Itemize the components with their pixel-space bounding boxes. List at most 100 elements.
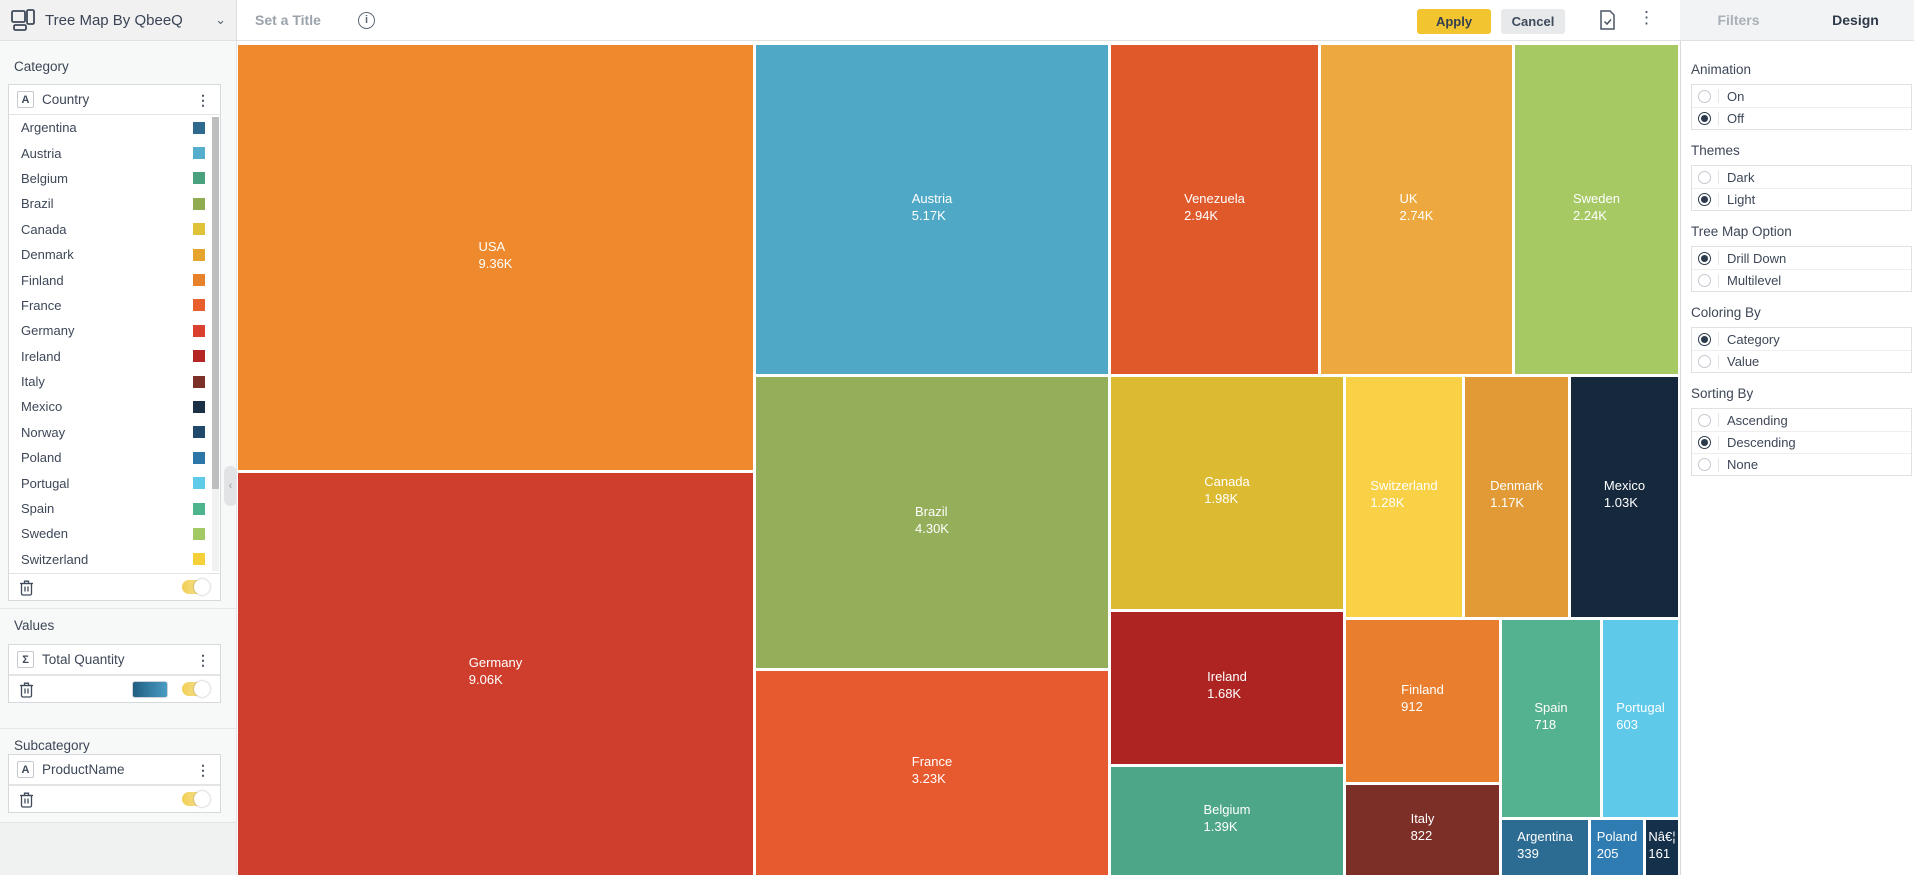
color-swatch[interactable] [193, 324, 205, 337]
cancel-button[interactable]: Cancel [1501, 9, 1565, 34]
radio-option-light[interactable]: Light [1692, 188, 1911, 210]
list-item[interactable]: Canada [9, 217, 220, 242]
list-item[interactable]: Sweden [9, 521, 220, 546]
radio-unselected-icon[interactable] [1698, 274, 1711, 287]
color-swatch[interactable] [193, 147, 205, 160]
value-gradient-swatch[interactable] [132, 680, 168, 698]
category-toggle[interactable] [182, 579, 210, 595]
list-item[interactable]: Argentina [9, 115, 220, 140]
list-item[interactable]: Italy [9, 369, 220, 394]
values-menu-icon[interactable]: ⋮ [196, 651, 210, 668]
treemap-tile[interactable]: Ireland 1.68K [1111, 612, 1343, 764]
treemap-tile[interactable]: France 3.23K [756, 671, 1108, 875]
treemap-tile[interactable]: UK 2.74K [1321, 45, 1512, 374]
chevron-down-icon[interactable]: ⌄ [215, 12, 226, 27]
radio-option-none[interactable]: None [1692, 453, 1911, 475]
radio-selected-icon[interactable] [1698, 112, 1711, 125]
tab-design[interactable]: Design [1832, 12, 1879, 28]
color-swatch[interactable] [193, 451, 205, 464]
color-swatch[interactable] [193, 375, 205, 388]
color-swatch[interactable] [193, 121, 205, 134]
subcategory-menu-icon[interactable]: ⋮ [196, 761, 210, 778]
color-swatch[interactable] [193, 400, 205, 413]
treemap-tile[interactable]: Venezuela 2.94K [1111, 45, 1318, 374]
list-scrollbar[interactable] [212, 117, 219, 571]
values-toggle[interactable] [182, 681, 210, 697]
treemap-tile[interactable]: Germany 9.06K [238, 473, 753, 875]
apply-button[interactable]: Apply [1417, 9, 1491, 34]
more-options-icon[interactable]: ⋮ [1638, 8, 1655, 27]
treemap-tile[interactable]: Finland 912 [1346, 620, 1499, 782]
treemap-tile[interactable]: Argentina 339 [1502, 820, 1588, 875]
color-swatch[interactable] [193, 502, 205, 515]
list-scrollbar-thumb[interactable] [212, 117, 219, 490]
radio-option-value[interactable]: Value [1692, 350, 1911, 372]
color-swatch[interactable] [193, 223, 205, 236]
list-item[interactable]: Finland [9, 267, 220, 292]
list-item[interactable]: Ireland [9, 344, 220, 369]
treemap-tile[interactable]: USA 9.36K [238, 45, 753, 470]
list-item[interactable]: Spain [9, 496, 220, 521]
collapse-left-panel-handle[interactable]: ‹ [224, 466, 237, 506]
delete-values-icon[interactable] [19, 681, 34, 698]
list-item[interactable]: Norway [9, 420, 220, 445]
radio-selected-icon[interactable] [1698, 436, 1711, 449]
radio-option-descending[interactable]: Descending [1692, 431, 1911, 453]
treemap-tile[interactable]: Nâ€¦ 161 [1646, 820, 1678, 875]
radio-option-drill-down[interactable]: Drill Down [1692, 247, 1911, 269]
export-report-icon[interactable] [1598, 10, 1617, 31]
treemap-tile[interactable]: Austria 5.17K [756, 45, 1108, 374]
color-swatch[interactable] [193, 172, 205, 185]
subcategory-field-row[interactable]: A ProductName ⋮ [9, 755, 220, 785]
category-menu-icon[interactable]: ⋮ [196, 91, 210, 108]
radio-option-off[interactable]: Off [1692, 107, 1911, 129]
treemap-tile[interactable]: Switzerland 1.28K [1346, 377, 1462, 617]
tab-filters[interactable]: Filters [1717, 12, 1760, 28]
category-field-row[interactable]: A Country ⋮ [9, 85, 220, 115]
delete-category-icon[interactable] [19, 579, 34, 596]
values-field-row[interactable]: Σ Total Quantity ⋮ [9, 645, 220, 675]
color-swatch[interactable] [193, 197, 205, 210]
list-item[interactable]: Poland [9, 445, 220, 470]
list-item[interactable]: Brazil [9, 191, 220, 216]
radio-selected-icon[interactable] [1698, 193, 1711, 206]
color-swatch[interactable] [193, 527, 205, 540]
radio-selected-icon[interactable] [1698, 251, 1711, 265]
color-swatch[interactable] [193, 248, 205, 261]
treemap-tile[interactable]: Portugal 603 [1603, 620, 1678, 817]
delete-subcategory-icon[interactable] [19, 791, 34, 808]
list-item[interactable]: France [9, 293, 220, 318]
treemap-tile[interactable]: Brazil 4.30K [756, 377, 1108, 668]
list-item[interactable]: Switzerland [9, 547, 220, 572]
list-item[interactable]: Portugal [9, 470, 220, 495]
info-icon[interactable]: i [358, 12, 375, 29]
treemap-tile[interactable]: Mexico 1.03K [1571, 377, 1678, 617]
list-item[interactable]: Austria [9, 140, 220, 165]
radio-selected-icon[interactable] [1698, 332, 1711, 346]
radio-option-dark[interactable]: Dark [1692, 166, 1911, 188]
radio-unselected-icon[interactable] [1698, 458, 1711, 471]
radio-unselected-icon[interactable] [1698, 89, 1711, 103]
radio-option-multilevel[interactable]: Multilevel [1692, 269, 1911, 291]
chart-title-input[interactable]: Set a Title [255, 12, 321, 28]
list-item[interactable]: Germany [9, 318, 220, 343]
radio-option-ascending[interactable]: Ascending [1692, 409, 1911, 431]
treemap-tile[interactable]: Canada 1.98K [1111, 377, 1343, 609]
treemap-tile[interactable]: Denmark 1.17K [1465, 377, 1568, 617]
treemap-tile[interactable]: Italy 822 [1346, 785, 1499, 875]
color-swatch[interactable] [193, 426, 205, 439]
list-item[interactable]: Belgium [9, 166, 220, 191]
treemap-tile[interactable]: Belgium 1.39K [1111, 767, 1343, 875]
color-swatch[interactable] [193, 553, 205, 566]
radio-option-category[interactable]: Category [1692, 328, 1911, 350]
color-swatch[interactable] [193, 274, 205, 287]
color-swatch[interactable] [193, 299, 205, 312]
radio-option-on[interactable]: On [1692, 85, 1911, 107]
radio-unselected-icon[interactable] [1698, 170, 1711, 184]
color-swatch[interactable] [193, 350, 205, 363]
subcategory-toggle[interactable] [182, 791, 210, 807]
radio-unselected-icon[interactable] [1698, 355, 1711, 368]
radio-unselected-icon[interactable] [1698, 413, 1711, 427]
color-swatch[interactable] [193, 477, 205, 490]
treemap-tile[interactable]: Spain 718 [1502, 620, 1600, 817]
